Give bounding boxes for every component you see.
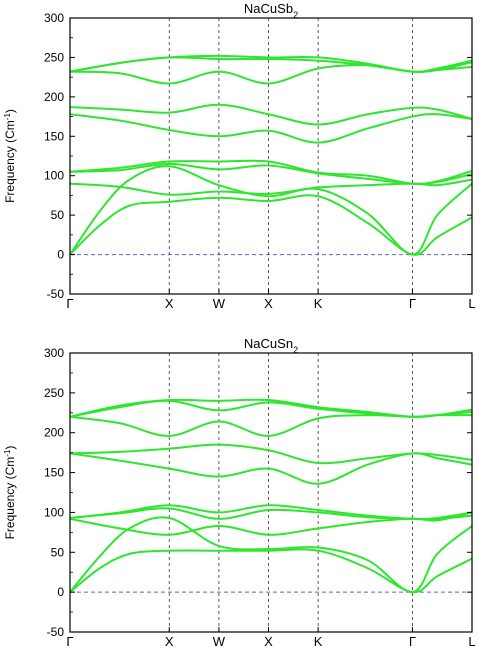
- x-tick-label: L: [468, 634, 475, 649]
- y-tick-label: 300: [44, 11, 64, 25]
- x-tick-label: K: [314, 634, 323, 649]
- x-tick-label: X: [264, 634, 273, 649]
- phonon-branch-1: [69, 548, 473, 594]
- phonon-branch-10: [69, 54, 473, 73]
- phonon-branch-2: [69, 165, 473, 256]
- band-structure-panel-bottom: NaCuSn2 Frequency (Cm-1) -50 0 50 100 150 200 25…: [0, 327, 486, 654]
- chart-title-main: NaCuSb: [244, 1, 293, 16]
- y-axis-label-superscript: -1: [3, 449, 12, 457]
- y-tick-label: 100: [44, 505, 64, 519]
- y-axis-label: Frequency (Cm-1): [3, 446, 18, 540]
- x-tick-label: L: [468, 296, 475, 311]
- y-tick-label: 300: [44, 346, 64, 360]
- phonon-branch-8: [69, 64, 473, 85]
- phonon-chart-bottom: NaCuSn2 Frequency (Cm-1) -50 0 50 100 150 200 25…: [3, 336, 476, 649]
- y-tick-label: 150: [44, 466, 64, 480]
- y-tick-label: -50: [47, 287, 65, 301]
- phonon-branch-5: [69, 504, 473, 521]
- phonon-branch-8: [69, 414, 473, 437]
- y-axis-label-end: ): [3, 109, 17, 113]
- x-tick-label: Γ: [66, 634, 73, 649]
- band-structure-panel-top: NaCuSb2 Frequency (Cm-1) -50 0 50 100 150 200 25…: [3, 1, 476, 311]
- y-tick-label: 0: [57, 248, 64, 262]
- x-tick-label: X: [165, 634, 174, 649]
- phonon-branches: [69, 54, 473, 256]
- y-axis-label: Frequency (Cm-1): [3, 109, 18, 203]
- x-tick-label: K: [314, 296, 323, 311]
- phonon-branch-7: [69, 443, 473, 465]
- phonon-branch-6: [69, 113, 473, 144]
- y-axis-label-main: Frequency (Cm: [3, 457, 17, 540]
- x-tick-label: X: [264, 296, 273, 311]
- y-tick-label: 200: [44, 426, 64, 440]
- y-axis-label-superscript: -1: [3, 113, 12, 121]
- y-tick-label: 100: [44, 169, 64, 183]
- phonon-branch-3: [69, 511, 473, 536]
- y-tick-label: 0: [57, 585, 64, 599]
- y-axis-label-end: ): [3, 446, 17, 450]
- y-tick-label: 200: [44, 90, 64, 104]
- chart-title-main: NaCuSn: [244, 336, 293, 351]
- x-tick-label: W: [213, 634, 226, 649]
- plot-frame: [69, 352, 473, 633]
- phonon-branch-9: [69, 56, 473, 73]
- chart-title: NaCuSn2: [244, 336, 298, 355]
- y-tick-label: 250: [44, 386, 64, 400]
- x-tick-label: W: [213, 296, 226, 311]
- phonon-branch-5: [69, 159, 473, 185]
- y-axis-label-main: Frequency (Cm: [3, 120, 17, 203]
- x-tick-label: X: [165, 296, 174, 311]
- phonon-branch-3: [69, 178, 473, 196]
- phonon-branch-7: [69, 103, 473, 126]
- phonon-branch-2: [69, 516, 473, 594]
- x-tick-label: Γ: [409, 634, 416, 649]
- y-tick-label: 50: [51, 545, 65, 559]
- y-tick-label: 150: [44, 129, 64, 143]
- x-tick-label: Γ: [66, 296, 73, 311]
- chart-title: NaCuSb2: [244, 1, 298, 20]
- y-tick-label: 50: [51, 208, 65, 222]
- y-tick-label: 250: [44, 50, 64, 64]
- phonon-branch-10: [69, 398, 473, 418]
- phonon-branch-1: [69, 194, 473, 256]
- phonon-chart-top: NaCuSb2 Frequency (Cm-1) -50 0 50 100 150 200 25…: [3, 1, 476, 311]
- y-tick-label: -50: [47, 625, 65, 639]
- x-tick-label: Γ: [409, 296, 416, 311]
- phonon-branches: [69, 398, 473, 594]
- chart-title-subscript: 2: [293, 10, 298, 20]
- chart-title-subscript: 2: [293, 345, 298, 355]
- phonon-branch-6: [69, 452, 473, 485]
